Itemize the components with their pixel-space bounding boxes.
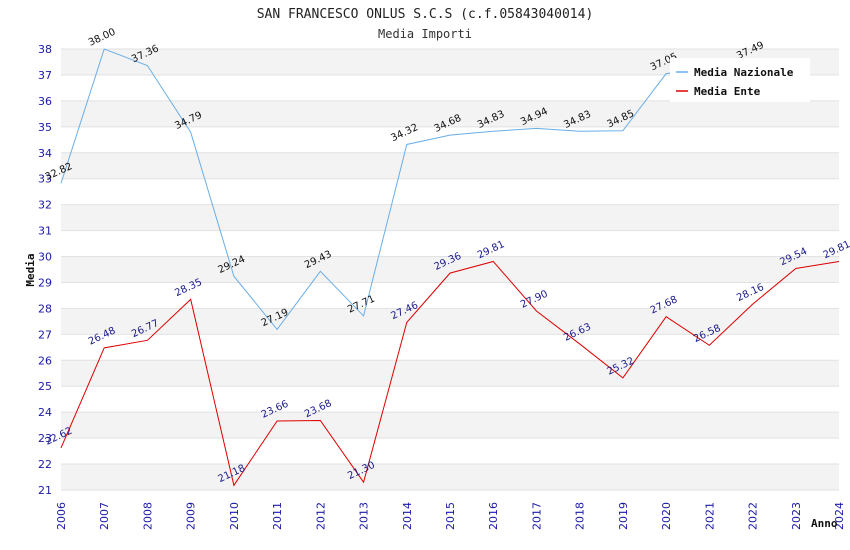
grid-band (61, 126, 839, 153)
y-tick-label: 23 (38, 432, 52, 445)
legend: Media Nazionale Media Ente (670, 58, 810, 102)
grid-band (61, 412, 839, 439)
y-tick-label: 24 (38, 406, 52, 419)
y-axis-ticks: 21 22 23 24 25 26 27 28 29 30 31 32 33 34 35 36 37 38 (38, 43, 52, 497)
x-tick-label: 2024 (833, 502, 846, 530)
grid-band (61, 308, 839, 335)
y-tick-label: 34 (38, 147, 52, 160)
grid-bands (61, 49, 839, 490)
x-tick-label: 2007 (98, 502, 111, 530)
x-tick-label: 2023 (790, 502, 803, 530)
legend-entry: Media Ente (694, 85, 761, 98)
grid-band (61, 152, 839, 179)
y-tick-label: 30 (38, 251, 52, 264)
x-axis-ticks: 2006 2007 2008 2009 2010 2011 2012 2013 2014 2015… (55, 502, 846, 530)
y-tick-label: 35 (38, 121, 52, 134)
series-line-media-nazionale (60, 48, 753, 331)
chart-title: SAN FRANCESCO ONLUS S.C.S (c.f.058430400… (257, 7, 594, 22)
y-tick-label: 28 (38, 302, 52, 315)
grid-band (61, 230, 839, 257)
x-tick-label: 2014 (401, 502, 414, 530)
x-tick-label: 2008 (141, 502, 154, 530)
x-tick-label: 2006 (55, 502, 68, 530)
grid-band (61, 204, 839, 231)
y-tick-label: 38 (38, 43, 52, 56)
y-tick-label: 36 (38, 95, 52, 108)
x-tick-label: 2011 (271, 502, 284, 530)
x-tick-label: 2009 (185, 502, 198, 530)
x-tick-label: 2018 (574, 502, 587, 530)
y-tick-label: 32 (38, 199, 52, 212)
chart-subtitle: Media Importi (378, 27, 472, 41)
x-tick-label: 2013 (358, 502, 371, 530)
x-tick-label: 2022 (747, 502, 760, 530)
y-tick-label: 26 (38, 354, 52, 367)
y-tick-label: 31 (38, 225, 52, 238)
legend-box (670, 58, 810, 102)
data-label: 38.00 (87, 27, 118, 49)
x-tick-label: 2020 (660, 502, 673, 530)
y-axis-title: Media (24, 253, 37, 286)
x-tick-label: 2012 (314, 502, 327, 530)
grid-band (61, 256, 839, 283)
x-tick-label: 2017 (530, 502, 543, 530)
y-tick-label: 37 (38, 69, 52, 82)
x-tick-label: 2016 (487, 502, 500, 530)
grid-band (61, 386, 839, 413)
grid-band (61, 282, 839, 309)
y-tick-label: 27 (38, 328, 52, 341)
series-lines (60, 48, 840, 487)
x-tick-label: 2010 (228, 502, 241, 530)
x-axis-title: Anno (811, 517, 838, 530)
x-tick-label: 2015 (444, 502, 457, 530)
y-tick-label: 25 (38, 380, 52, 393)
grid-band (61, 438, 839, 465)
grid-band (61, 178, 839, 205)
legend-entry: Media Nazionale (694, 66, 794, 79)
grid-band (61, 360, 839, 387)
y-tick-label: 29 (38, 276, 52, 289)
x-tick-label: 2021 (703, 502, 716, 530)
grid-band (61, 100, 839, 127)
y-tick-label: 22 (38, 458, 52, 471)
series-line-media-ente (60, 260, 840, 487)
y-tick-label: 33 (38, 173, 52, 186)
grid-band (61, 464, 839, 490)
y-tick-label: 21 (38, 484, 52, 497)
x-tick-label: 2019 (617, 502, 630, 530)
grid-band (61, 334, 839, 361)
